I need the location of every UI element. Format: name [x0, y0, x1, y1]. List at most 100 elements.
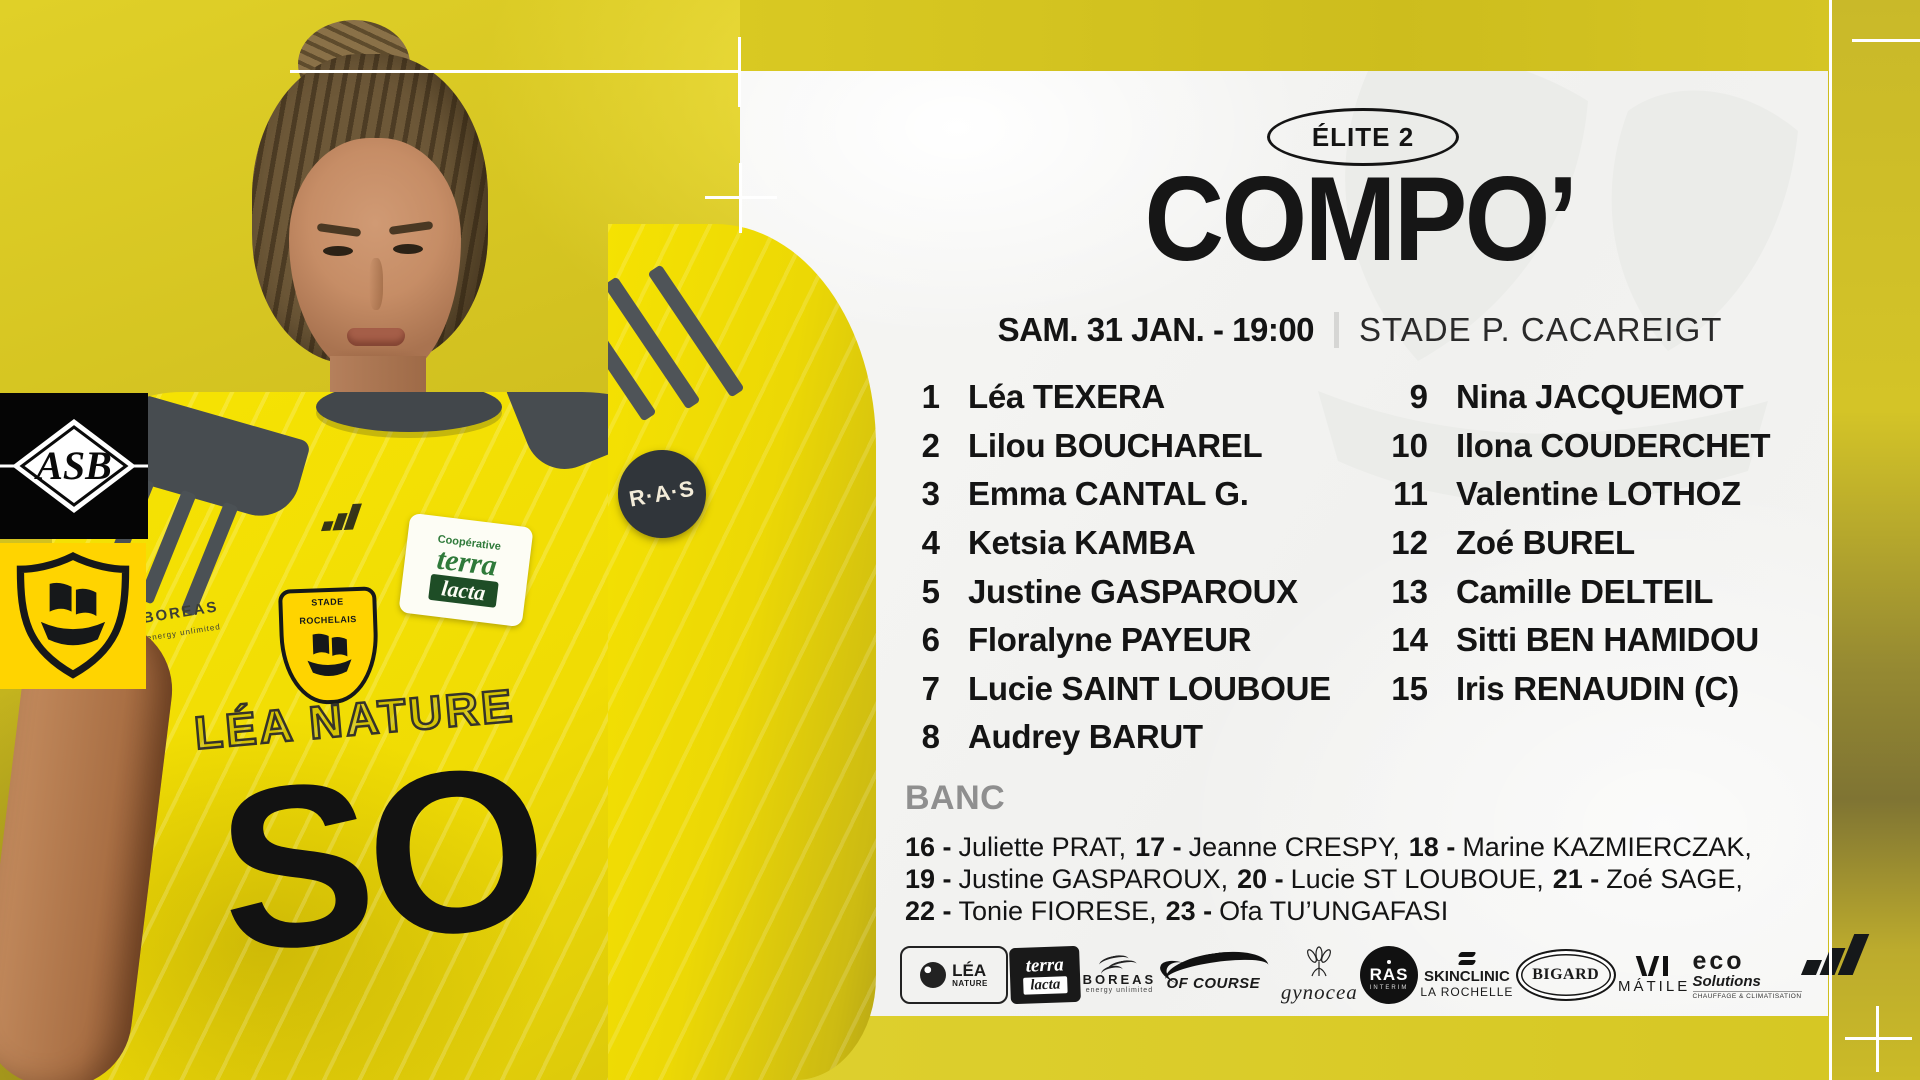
- eye: [393, 244, 423, 254]
- crop-mark-cross: [1876, 1006, 1879, 1072]
- player-number: 4: [921, 524, 940, 562]
- boreas-logo: BOREAS energy unlimited: [1083, 953, 1157, 994]
- crest-text-line2: ROCHELAIS: [299, 614, 357, 627]
- terra-lacta-jersey-patch: Coopérative terra lacta: [398, 512, 534, 628]
- match-venue: STADE P. CACAREIGT: [1359, 311, 1723, 348]
- crop-mark-line: [290, 70, 740, 73]
- lea-nature-logo: LÉA NATURE: [900, 946, 1008, 1004]
- starter-row: 2 Lilou BOUCHAREL: [880, 422, 1331, 471]
- match-date: SAM. 31 JAN. - 19:00: [997, 311, 1315, 348]
- bench-heading: BANC: [905, 779, 1006, 817]
- player-number: 10: [1391, 426, 1428, 464]
- asb-diamond-icon: ASB: [0, 419, 148, 513]
- waves-icon: [1098, 953, 1139, 981]
- player-number: 7: [921, 669, 940, 707]
- player-name: Lilou BOUCHAREL: [968, 426, 1263, 464]
- ship-icon: [307, 633, 352, 676]
- boreas-sub-label: energy unlimited: [146, 622, 222, 643]
- starters-column-2: 9 Nina JACQUEMOT 10 Ilona COUDERCHET 11 …: [1368, 373, 1770, 713]
- stade-rochelais-badge: [0, 543, 146, 689]
- player-name: Audrey BARUT: [968, 718, 1203, 756]
- boreas-jersey-print: BOREAS energy unlimited: [142, 598, 223, 645]
- player-name: Emma CANTAL G.: [968, 475, 1249, 513]
- divider: [1334, 312, 1340, 348]
- starter-row: 3 Emma CANTAL G.: [880, 470, 1331, 519]
- player-number: 9: [1409, 378, 1428, 416]
- player-name: Floralyne PAYEUR: [968, 621, 1252, 659]
- boreas-label: BOREAS: [141, 598, 220, 627]
- flower-icon: [1307, 945, 1332, 976]
- eye: [323, 246, 353, 256]
- player-number: 14: [1391, 621, 1428, 659]
- competition-label: ÉLITE 2: [1311, 121, 1415, 152]
- ras-patch-label: R·A·S: [627, 475, 697, 512]
- leaf-icon: [920, 962, 947, 988]
- starter-row: 14 Sitti BEN HAMIDOU: [1368, 616, 1770, 665]
- bench-player: 23 - Ofa TU’UNGAFASI: [1165, 896, 1449, 927]
- eyebrow: [316, 222, 362, 238]
- competition-badge: ÉLITE 2: [1267, 108, 1459, 166]
- so-jersey-print: SO: [209, 716, 551, 1001]
- s-icon: [1456, 951, 1478, 966]
- crop-mark-tick: [738, 37, 741, 107]
- bench-player: 17 - Jeanne CRESPY,: [1135, 832, 1400, 862]
- player-number: 2: [921, 426, 940, 464]
- ras-shoulder-patch: R·A·S: [611, 443, 713, 545]
- crest-text-line1: STADE: [311, 596, 344, 608]
- starter-row: 1 Léa TEXERA: [880, 373, 1331, 422]
- player-name: Ilona COUDERCHET: [1456, 426, 1771, 464]
- player-number: 3: [921, 475, 940, 513]
- of-course-logo: OF COURSE: [1156, 945, 1279, 1001]
- starter-row: 4 Ketsia KAMBA: [880, 519, 1331, 568]
- crop-mark-tick: [1852, 39, 1920, 42]
- crop-mark-line: [1829, 0, 1832, 1080]
- starter-row: 10 Ilona COUDERCHET: [1368, 422, 1770, 471]
- bench-line: 16 - Juliette PRAT, 17 - Jeanne CRESPY, 18 -…: [905, 831, 1761, 863]
- starter-row: 9 Nina JACQUEMOT: [1368, 373, 1770, 422]
- player-number: 11: [1393, 475, 1428, 513]
- mouth: [347, 328, 405, 346]
- player-number: 1: [921, 378, 940, 416]
- starters-column-1: 1 Léa TEXERA 2 Lilou BOUCHAREL 3 Emma CA…: [880, 373, 1331, 762]
- player-name: Justine GASPAROUX: [968, 572, 1298, 610]
- player-number: 5: [921, 572, 940, 610]
- starter-row: 15 Iris RENAUDIN (C): [1368, 665, 1770, 714]
- bigard-logo: BIGARD: [1515, 949, 1616, 1001]
- bench-player: 18 - Marine KAZMIERCZAK,: [1408, 832, 1752, 862]
- sponsor-logo-strip: LÉA NATURE terra lacta BOREAS energy unl…: [900, 934, 1870, 1013]
- player-number: 13: [1391, 572, 1428, 610]
- crop-mark-cross: [739, 163, 742, 233]
- eyebrow: [388, 220, 434, 236]
- starter-row: 7 Lucie SAINT LOUBOUE: [880, 665, 1331, 714]
- terra-lacta-logo: terra lacta: [1009, 945, 1082, 1005]
- starter-row: 5 Justine GASPAROUX: [880, 567, 1331, 616]
- svg-text:ASB: ASB: [33, 443, 112, 488]
- eco-solutions-logo: eco Solutions CHAUFFAGE & CLIMATISATION: [1692, 947, 1802, 1000]
- adidas-logo-icon: [320, 503, 363, 532]
- captain-mark: (C): [1693, 669, 1739, 707]
- player-number: 8: [921, 718, 940, 756]
- bench-player: 19 - Justine GASPAROUX,: [905, 864, 1229, 895]
- player-name: Nina JACQUEMOT: [1456, 378, 1744, 416]
- player-name: Valentine LOTHOZ: [1456, 475, 1741, 513]
- player-shoulder: R·A·S: [608, 224, 876, 1080]
- stade-rochelais-jersey-crest: STADE ROCHELAIS: [278, 586, 380, 706]
- poster-title: COMPO’: [1144, 152, 1578, 286]
- starter-row: 11 Valentine LOTHOZ: [1368, 470, 1770, 519]
- bench-player: 21 - Zoé SAGE,: [1552, 864, 1743, 895]
- player-name: Léa TEXERA: [968, 378, 1165, 416]
- lineup-card: ÉLITE 2 COMPO’ SAM. 31 JAN. - 19:00 STAD…: [740, 71, 1870, 1016]
- match-info-row: SAM. 31 JAN. - 19:00 STADE P. CACAREIGT: [892, 311, 1828, 349]
- player-number: 6: [921, 621, 940, 659]
- gynocea-logo: gynocea: [1281, 945, 1358, 1005]
- player-name: Zoé BUREL: [1456, 524, 1635, 562]
- bench-line: 19 - Justine GASPAROUX, 20 - Lucie ST LOUBO…: [905, 863, 1761, 895]
- adidas-stripe: [647, 264, 745, 398]
- stade-rochelais-shield-icon: [16, 552, 130, 679]
- bench-list: 16 - Juliette PRAT, 17 - Jeanne CRESPY, 18 -…: [905, 831, 1761, 928]
- m-mark-icon: [1635, 955, 1671, 976]
- asb-club-badge: ASB: [0, 393, 148, 539]
- bench-player: 16 - Juliette PRAT,: [905, 832, 1127, 862]
- starter-row: 13 Camille DELTEIL: [1368, 567, 1770, 616]
